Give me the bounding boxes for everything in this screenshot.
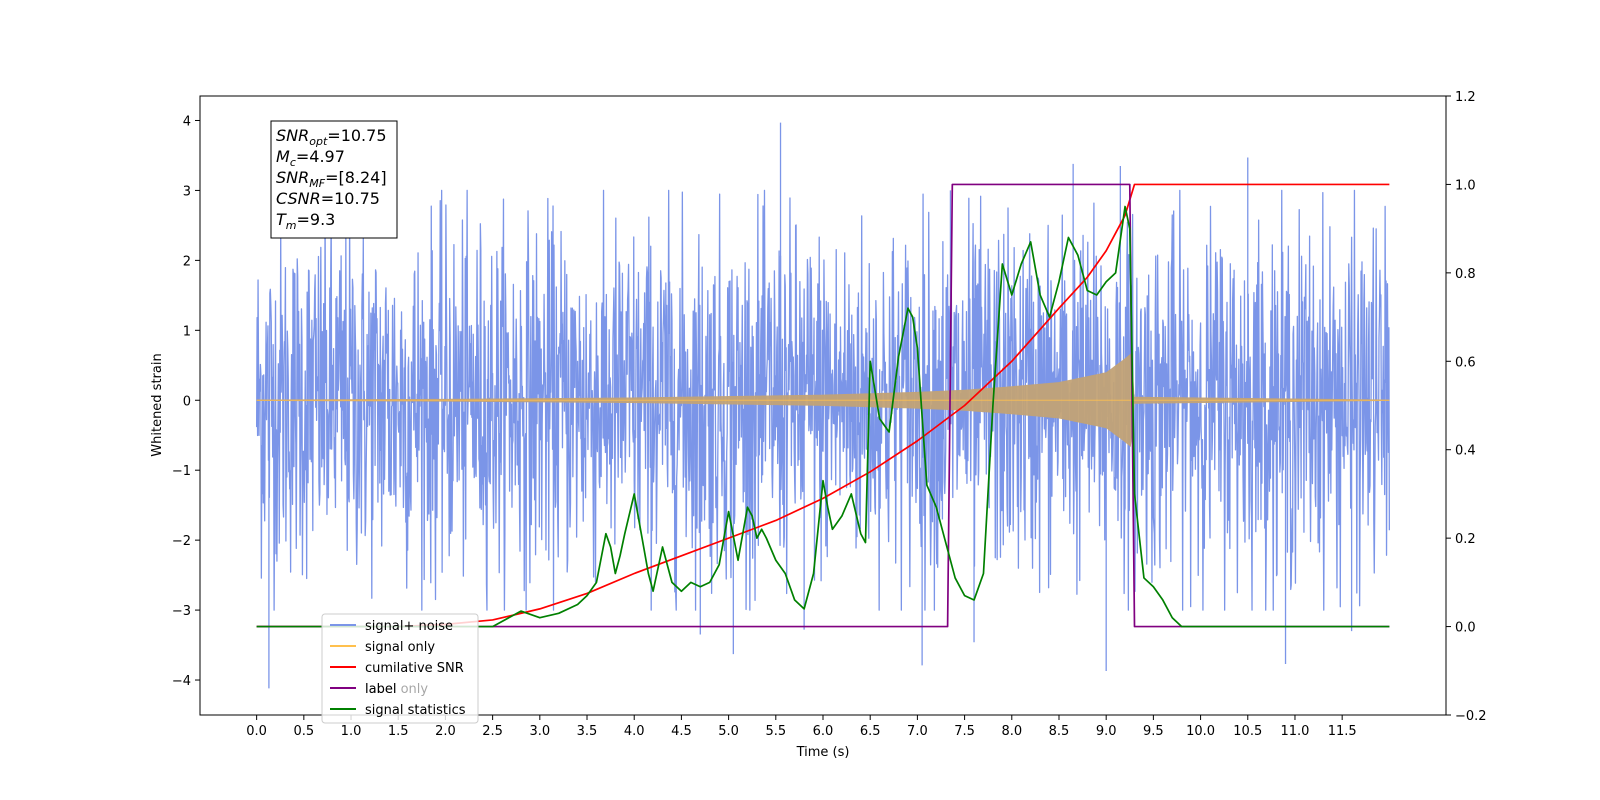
x-tick-label: 7.5	[954, 724, 975, 739]
y2-tick-label: 1.2	[1455, 90, 1476, 105]
y-tick-label: −4	[172, 674, 191, 689]
x-tick-label: 3.0	[529, 724, 550, 739]
x-tick-label: 7.0	[907, 724, 928, 739]
x-tick-label: 11.5	[1328, 724, 1357, 739]
legend-item: cumilative SNR	[330, 661, 464, 676]
legend-item: signal+ noise	[330, 619, 453, 634]
y-axis-label: Whitened strain	[150, 353, 165, 456]
x-tick-label: 4.0	[624, 724, 645, 739]
x-axis: 0.0 0.5 1.0 1.5 2.0 2.5 3.0 3.5 4.0 4.5 5.0 5.5 6.0 6…	[246, 715, 1357, 739]
y-tick-label: 0	[183, 394, 191, 409]
x-tick-label: 1.5	[388, 724, 409, 739]
x-tick-label: 0.5	[293, 724, 314, 739]
y-tick-label: −2	[172, 534, 191, 549]
x-tick-label: 10.0	[1186, 724, 1215, 739]
x-tick-label: 0.0	[246, 724, 267, 739]
x-tick-label: 4.5	[671, 724, 692, 739]
legend: signal+ noise signal only cumilative SNR la…	[321, 613, 479, 724]
plot-area	[255, 122, 1391, 689]
legend-item: label only	[365, 682, 428, 697]
x-tick-label: 9.5	[1143, 724, 1164, 739]
legend-label: signal statistics	[365, 703, 466, 718]
y-tick-label: 2	[183, 254, 191, 269]
x-tick-label: 2.0	[435, 724, 456, 739]
info-snr-mf: SNRMF=[8.24]	[276, 168, 387, 190]
info-mc: Mc=4.97	[276, 147, 345, 169]
x-tick-label: 6.5	[860, 724, 881, 739]
legend-label: signal only	[365, 640, 435, 655]
legend-item: signal only	[330, 640, 435, 655]
legend-label: cumilative SNR	[365, 661, 464, 676]
info-tm: Tm=9.3	[276, 210, 335, 232]
legend-item: signal statistics	[330, 703, 466, 718]
x-tick-label: 11.0	[1280, 724, 1309, 739]
legend-frame	[321, 613, 479, 724]
x-tick-label: 6.0	[813, 724, 834, 739]
y2-tick-label: 0.8	[1455, 267, 1476, 282]
x-tick-label: 8.0	[1001, 724, 1022, 739]
y2-tick-label: 0.4	[1455, 444, 1476, 459]
x-tick-label: 5.0	[718, 724, 739, 739]
y-tick-label: 1	[183, 324, 191, 339]
x-tick-label: 1.0	[341, 724, 362, 739]
y-tick-label: −1	[172, 464, 191, 479]
y-axis-right: −0.2 0.0 0.2 0.4 0.6 0.8 1.0 1.2	[1446, 90, 1487, 724]
y2-tick-label: 0.6	[1455, 355, 1476, 370]
x-tick-label: 10.5	[1233, 724, 1262, 739]
series-signal-statistics	[256, 205, 1390, 628]
legend-label: signal+ noise	[365, 619, 453, 634]
series-signal-noise	[255, 122, 1391, 689]
y-tick-label: −3	[172, 604, 191, 619]
info-box-frame	[270, 120, 398, 239]
x-tick-label: 3.5	[577, 724, 598, 739]
info-csnr: CSNR=10.75	[276, 189, 380, 208]
series-signal-only	[256, 353, 1390, 448]
y2-tick-label: −0.2	[1455, 709, 1487, 724]
x-tick-label: 8.5	[1049, 724, 1070, 739]
series-label	[256, 183, 1390, 628]
legend-label: label only	[365, 682, 428, 697]
y-tick-label: 4	[183, 114, 191, 129]
info-snr-opt: SNRopt=10.75	[276, 126, 387, 148]
y2-tick-label: 1.0	[1455, 178, 1476, 193]
x-tick-label: 9.0	[1096, 724, 1117, 739]
legend-item: label	[330, 682, 396, 697]
y2-tick-label: 0.0	[1455, 621, 1476, 636]
x-tick-label: 2.5	[482, 724, 503, 739]
legend-label: label	[365, 682, 396, 697]
y2-tick-label: 0.2	[1455, 532, 1476, 547]
y-axis-left: −4 −3 −2 −1 0 1 2 3 4	[172, 114, 200, 689]
info-box: SNRopt=10.75Mc=4.97SNRMF=[8.24]CSNR=10.7…	[270, 120, 398, 239]
y-tick-label: 3	[183, 184, 191, 199]
x-axis-label: Time (s)	[796, 745, 850, 760]
x-tick-label: 5.5	[765, 724, 786, 739]
